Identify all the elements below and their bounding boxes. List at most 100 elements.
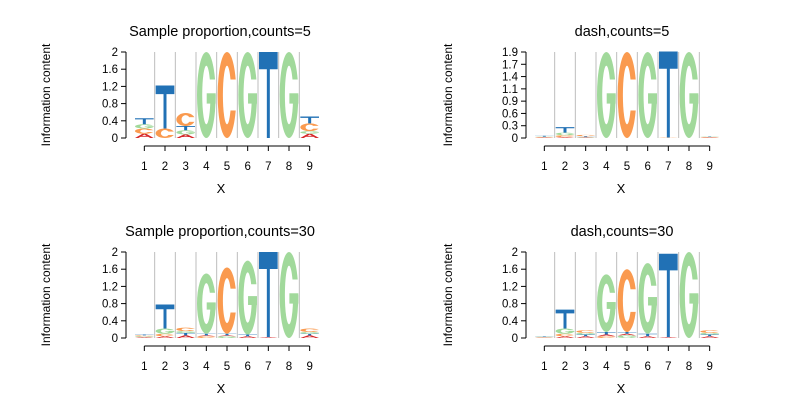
logo-column-1 (535, 336, 554, 338)
letter-a (700, 336, 719, 338)
letter-t (556, 310, 575, 329)
x-tick-label: 8 (686, 361, 692, 373)
logo-column-6 (238, 261, 257, 338)
logo-column-3 (576, 135, 595, 138)
letter-c (156, 334, 175, 337)
y-tick-label: 0 (112, 333, 118, 345)
letter-g (700, 333, 719, 335)
x-tick-label: 6 (644, 161, 650, 173)
x-tick-label: 2 (162, 161, 168, 173)
x-axis-label: X (217, 381, 226, 396)
letter-c (135, 335, 154, 336)
letter-a (618, 334, 637, 336)
logo-column-5 (218, 267, 237, 338)
x-tick-label: 1 (141, 361, 147, 373)
logo-column-2 (556, 127, 575, 138)
letter-a (176, 335, 195, 338)
letter-t (218, 334, 237, 336)
letter-t (197, 334, 216, 336)
y-tick-label: 0.6 (502, 108, 518, 120)
x-tick-label: 4 (603, 161, 610, 173)
letter-t (259, 52, 278, 138)
letter-c (300, 123, 319, 131)
y-tick-label: 0.9 (502, 96, 518, 108)
letter-t (576, 335, 595, 337)
x-tick-label: 2 (162, 361, 168, 373)
x-tick-label: 2 (562, 361, 568, 373)
logo-column-6 (638, 52, 657, 138)
letter-t (176, 126, 195, 130)
letter-a (135, 337, 154, 338)
logo-column-5 (218, 52, 237, 138)
panel-dash-5: dash,counts=500.30.60.91.11.41.71.9Infor… (441, 24, 719, 196)
x-tick-label: 3 (182, 161, 188, 173)
letter-a (638, 336, 657, 338)
x-tick-label: 3 (582, 361, 588, 373)
logo-column-2 (156, 304, 175, 338)
x-tick-label: 8 (686, 161, 692, 173)
chart-title: dash,counts=5 (575, 24, 670, 40)
letter-t (535, 136, 554, 137)
x-tick-label: 3 (582, 161, 588, 173)
logo-column-9 (700, 330, 719, 338)
letter-t (659, 52, 678, 138)
letter-a (176, 135, 195, 138)
letter-g (135, 336, 154, 337)
y-tick-label: 1.2 (102, 281, 118, 293)
y-tick-label: 1.4 (502, 72, 519, 84)
logo-column-2 (156, 86, 175, 138)
logo-column-1 (135, 118, 154, 138)
letter-g (280, 52, 299, 138)
x-tick-label: 3 (182, 361, 188, 373)
letter-g (238, 261, 257, 335)
logo-column-8 (680, 252, 699, 338)
x-axis-label: X (617, 181, 626, 196)
x-tick-label: 1 (541, 161, 547, 173)
y-tick-label: 0.8 (102, 299, 118, 311)
letter-a (238, 336, 257, 338)
x-tick-label: 7 (265, 161, 271, 173)
letter-g (576, 333, 595, 335)
x-tick-label: 9 (306, 161, 312, 173)
logo-column-6 (638, 263, 657, 338)
letter-t (135, 118, 154, 124)
x-tick-label: 1 (541, 361, 547, 373)
letter-c (176, 328, 195, 331)
x-tick-label: 5 (224, 361, 230, 373)
letter-a (135, 134, 154, 138)
y-tick-label: 2 (112, 247, 118, 259)
letter-g (156, 329, 175, 334)
logo-column-1 (535, 136, 554, 138)
letter-t (135, 335, 154, 336)
y-tick-label: 1.6 (502, 264, 518, 276)
letter-c (597, 336, 616, 338)
letter-a (218, 335, 237, 336)
chart-title: Sample proportion,counts=5 (129, 24, 311, 40)
chart-title: Sample proportion,counts=30 (125, 224, 315, 240)
y-axis-label: Information content (39, 43, 53, 146)
letter-g (135, 124, 154, 128)
letter-g (638, 52, 657, 138)
x-tick-label: 7 (665, 361, 671, 373)
logo-column-9 (300, 329, 319, 338)
x-tick-label: 4 (603, 361, 610, 373)
letter-g (556, 329, 575, 334)
y-tick-label: 0.3 (502, 121, 518, 133)
letter-a (300, 134, 319, 138)
letter-a (576, 336, 595, 338)
letter-a (597, 335, 616, 337)
letter-t (300, 334, 319, 336)
logo-column-3 (576, 330, 595, 338)
letter-g (597, 274, 616, 332)
letter-g (618, 335, 637, 338)
letter-a (556, 137, 575, 138)
letter-g (176, 331, 195, 333)
logo-column-3 (176, 328, 195, 338)
letter-g (680, 252, 699, 338)
panel-dash-30: dash,counts=3000.40.81.21.62Information … (441, 224, 719, 396)
y-tick-label: 1.7 (502, 59, 518, 71)
logo-column-5 (618, 269, 637, 338)
letter-c (176, 113, 195, 126)
letter-g (556, 133, 575, 136)
